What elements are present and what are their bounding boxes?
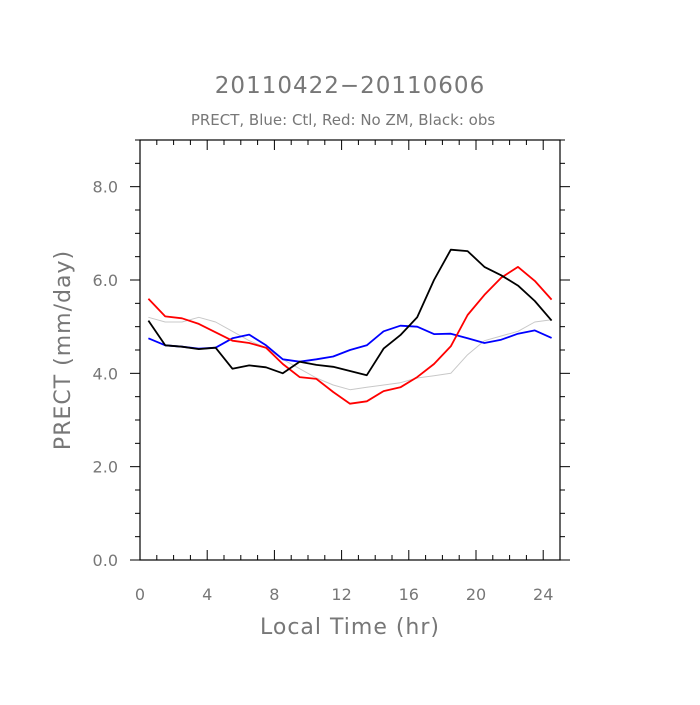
chart-title: 20110422−20110606: [215, 73, 485, 99]
y-tick-label: 4.0: [93, 364, 118, 383]
x-tick-label: 8: [269, 585, 279, 604]
chart-subtitle: PRECT, Blue: Ctl, Red: No ZM, Black: obs: [191, 111, 496, 129]
x-tick-label: 20: [466, 585, 486, 604]
y-tick-label: 0.0: [93, 551, 118, 570]
y-axis-label: PRECT (mm/day): [51, 250, 76, 450]
x-tick-label: 12: [331, 585, 351, 604]
x-tick-label: 4: [202, 585, 212, 604]
series-line-0: [148, 316, 552, 391]
y-tick-label: 6.0: [93, 271, 118, 290]
x-tick-label: 16: [399, 585, 419, 604]
plot-layer: 0 4 8 12 16 20 24 0.0 2.0 4.0 6.0 8.0: [93, 139, 570, 604]
x-tick-label: 0: [135, 585, 145, 604]
y-tick-label: 8.0: [93, 178, 118, 197]
series-line-3: [147, 248, 553, 377]
series-line-2: [147, 265, 553, 405]
x-axis-label: Local Time (hr): [260, 615, 440, 640]
x-tick-label: 24: [533, 585, 553, 604]
y-tick-label: 2.0: [93, 458, 118, 477]
series-line-1: [148, 324, 552, 363]
